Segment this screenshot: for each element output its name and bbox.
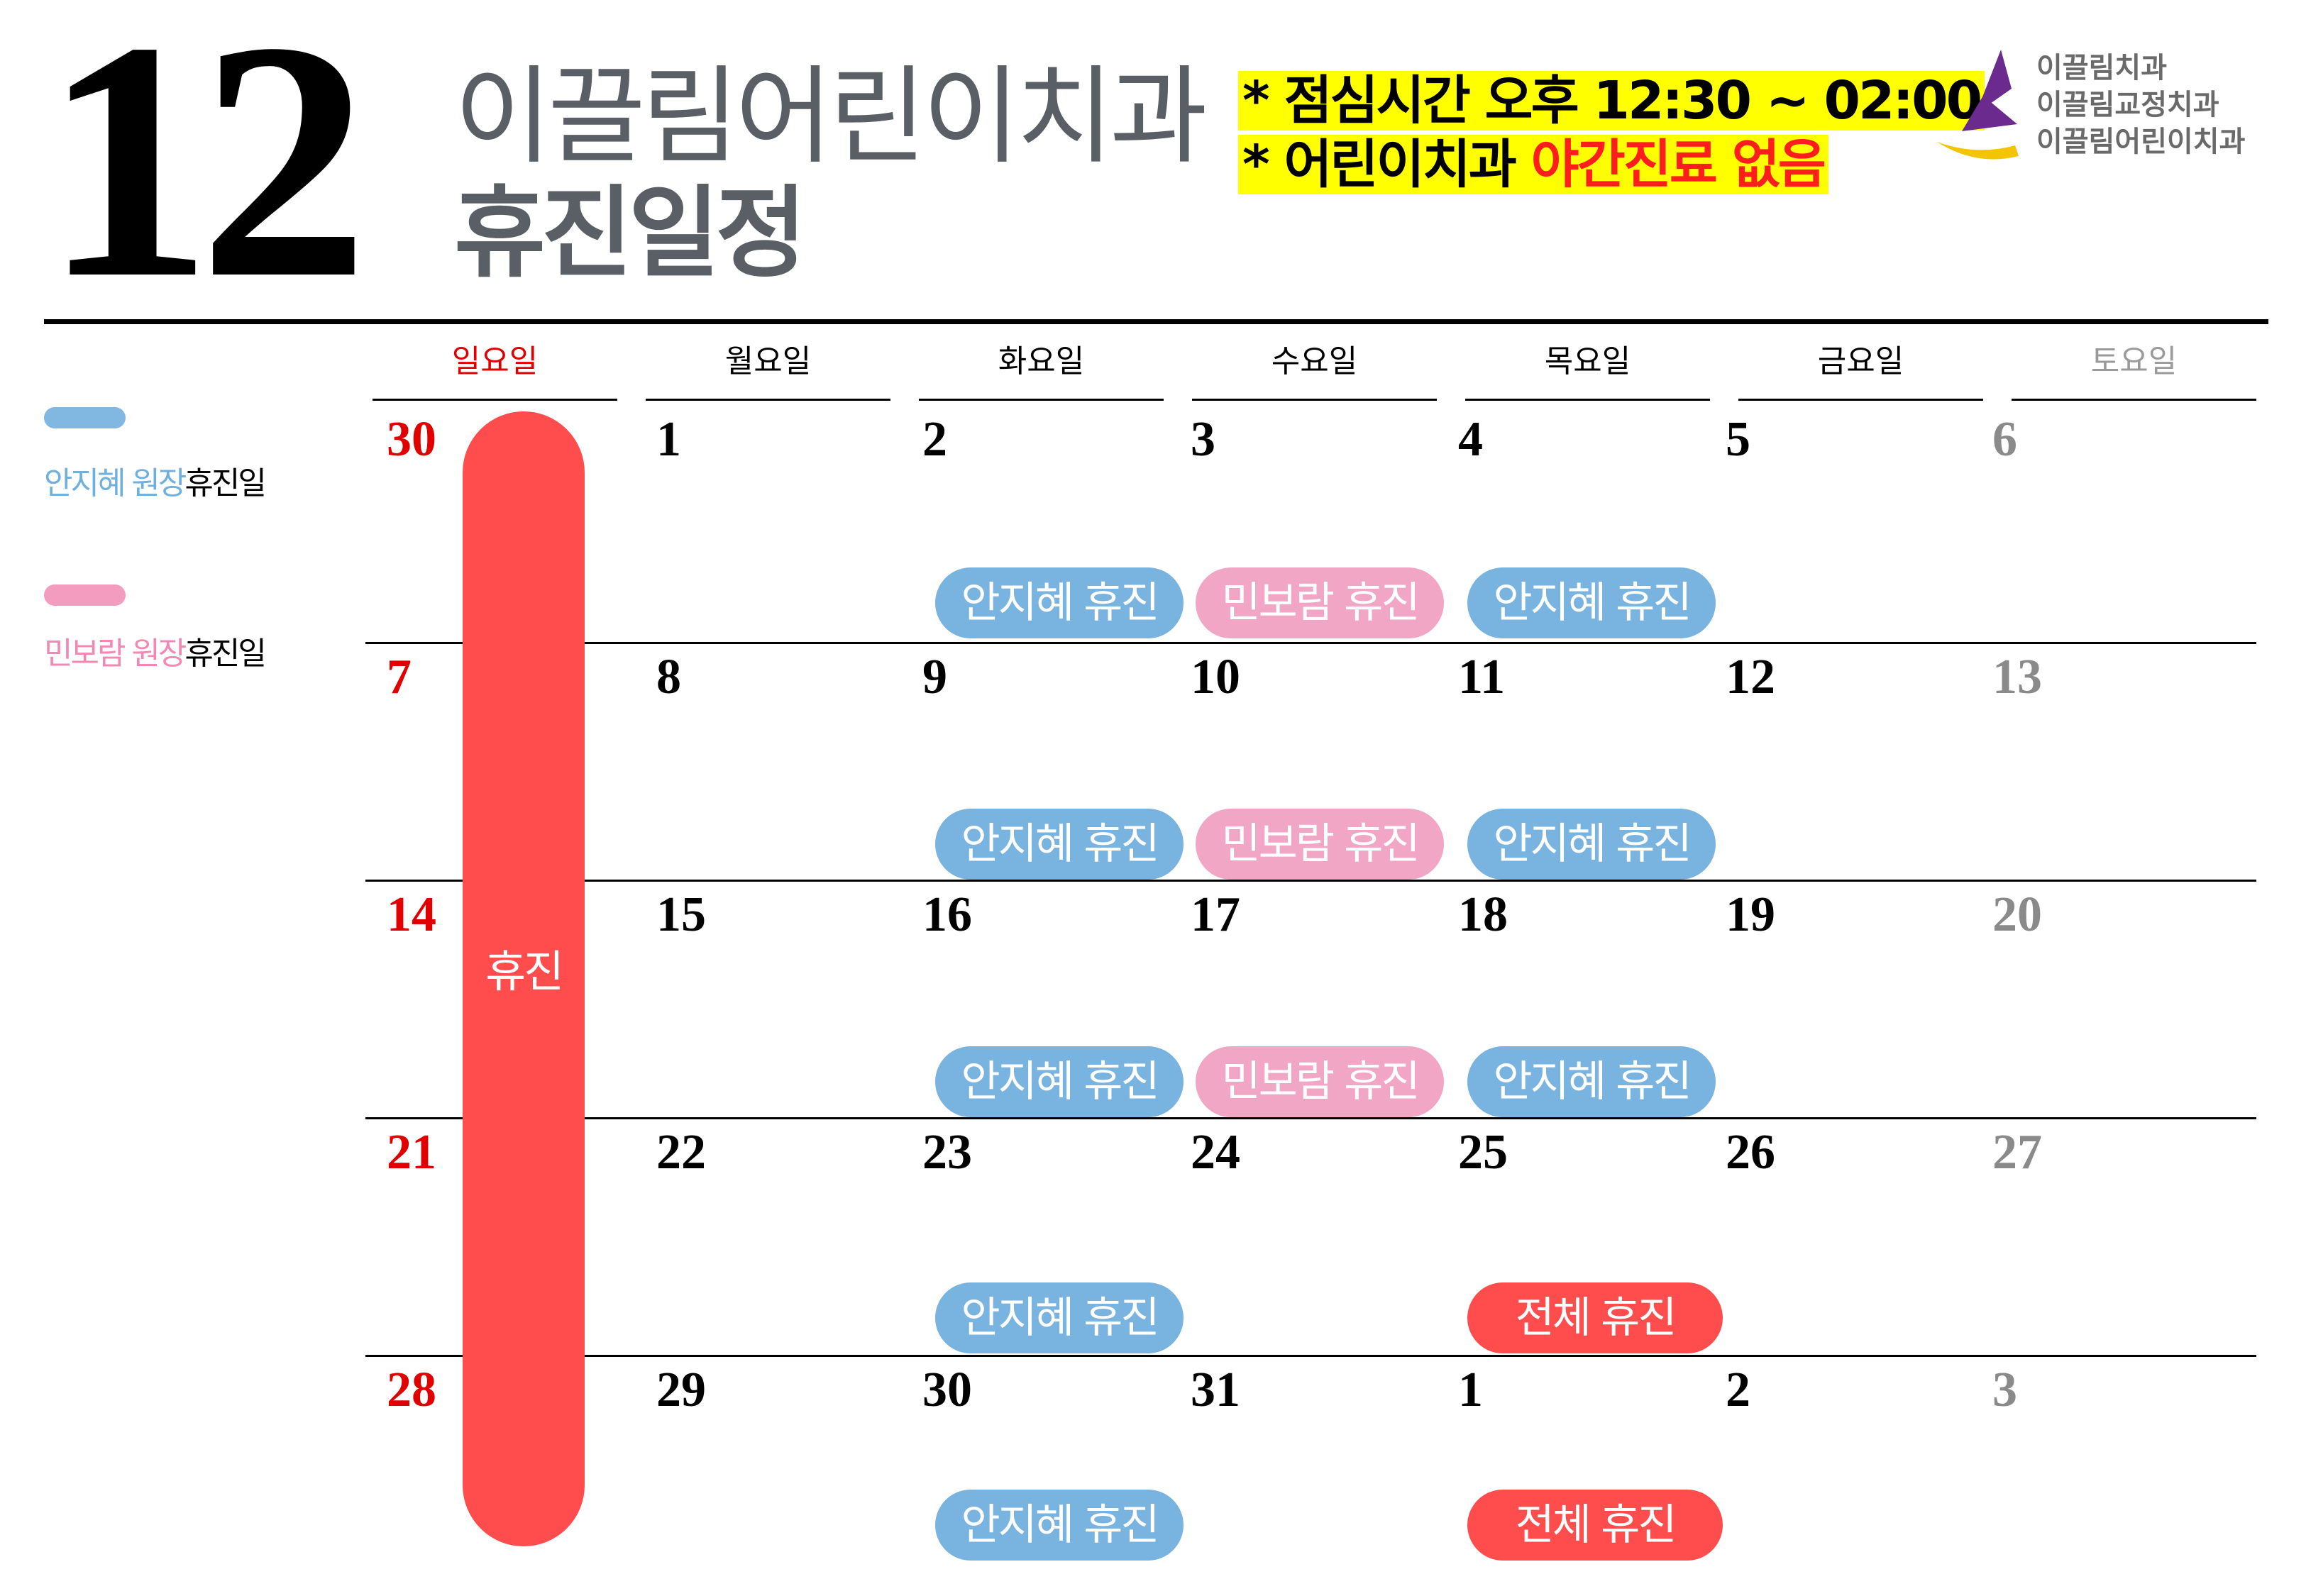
- calendar-date: 8: [656, 650, 681, 704]
- calendar-date: 2: [922, 412, 947, 467]
- calendar-date: 11: [1458, 650, 1506, 704]
- calendar-date: 29: [656, 1363, 706, 1417]
- closure-pill-red: 전체 휴진: [1467, 1282, 1723, 1353]
- weekday-header: 수요일: [1192, 344, 1437, 401]
- legend-doctor-name: 민보람 원장: [44, 636, 187, 672]
- calendar-date: 3: [1992, 1363, 2017, 1417]
- logo-name-1: 이끌림치과: [2036, 52, 2167, 84]
- closure-pill-pink: 민보람 휴진: [1196, 1046, 1444, 1117]
- calendar-date: 14: [387, 887, 436, 942]
- weekday-header: 화요일: [919, 344, 1164, 401]
- calendar-date: 15: [656, 887, 706, 942]
- calendar-date: 6: [1992, 412, 2017, 467]
- closure-pill-blue: 안지혜 휴진: [935, 567, 1184, 638]
- week-divider: [365, 880, 2256, 882]
- legend-suffix: 휴진일: [184, 636, 266, 672]
- legend-suffix: 휴진일: [184, 465, 266, 501]
- weekday-header: 금요일: [1738, 344, 1983, 401]
- weekday-header: 월요일: [646, 344, 890, 401]
- sunday-closed-label: 휴진: [485, 946, 564, 997]
- calendar-date: 2: [1726, 1363, 1750, 1417]
- night-notice-highlight: 야간진료 없음: [1530, 134, 1826, 195]
- closure-pill-blue: 안지혜 휴진: [935, 1046, 1184, 1117]
- night-clinic-notice: * 어린이치과 야간진료 없음: [1238, 135, 1828, 194]
- clinic-logo-icon: [1937, 50, 2019, 160]
- legend-swatch-min: [44, 584, 126, 606]
- closure-pill-red: 전체 휴진: [1467, 1490, 1723, 1561]
- page-title: 휴진일정: [454, 176, 807, 292]
- calendar-date: 9: [922, 650, 947, 704]
- calendar-date: 24: [1191, 1125, 1240, 1180]
- legend-swatch-ahn: [44, 407, 126, 428]
- lunch-hours-notice: * 점심시간 오후 12:30 ~ 02:00: [1238, 71, 1985, 131]
- sunday-closed-bar: [463, 411, 585, 1546]
- logo-name-2: 이끌림교정치과: [2036, 89, 2219, 121]
- closure-pill-pink: 민보람 휴진: [1196, 567, 1444, 638]
- closure-pill-blue: 안지혜 휴진: [1467, 809, 1716, 880]
- calendar-date: 7: [387, 650, 412, 704]
- calendar-date: 10: [1191, 650, 1240, 704]
- calendar-date: 25: [1458, 1125, 1508, 1180]
- weekday-header: 토요일: [2012, 344, 2256, 401]
- legend-label-min: 민보람 원장휴진일: [44, 628, 267, 673]
- calendar-date: 18: [1458, 887, 1508, 942]
- calendar-date: 27: [1992, 1125, 2042, 1180]
- closure-pill-blue: 안지혜 휴진: [1467, 1046, 1716, 1117]
- night-notice-prefix: * 어린이치과: [1242, 134, 1531, 195]
- closure-pill-blue: 안지혜 휴진: [935, 1282, 1184, 1353]
- clinic-name: 이끌림어린이치과: [454, 55, 1208, 179]
- legend-label-ahn: 안지혜 원장휴진일: [44, 458, 267, 503]
- calendar-date: 28: [387, 1363, 436, 1417]
- month-number: 12: [43, 0, 369, 348]
- week-divider: [365, 1355, 2256, 1357]
- closure-pill-pink: 민보람 휴진: [1196, 809, 1444, 880]
- calendar-date: 17: [1191, 887, 1240, 942]
- calendar-date: 3: [1191, 412, 1215, 467]
- weekday-header: 일요일: [373, 344, 617, 401]
- calendar-date: 16: [922, 887, 972, 942]
- logo-name-3: 이끌림어린이치과: [2036, 126, 2246, 158]
- calendar-date: 19: [1726, 887, 1775, 942]
- closure-pill-blue: 안지혜 휴진: [1467, 567, 1716, 638]
- calendar-date: 1: [656, 412, 681, 467]
- calendar-date: 13: [1992, 650, 2042, 704]
- calendar-date: 1: [1458, 1363, 1483, 1417]
- calendar-date: 30: [922, 1363, 972, 1417]
- week-divider: [365, 642, 2256, 644]
- calendar-date: 21: [387, 1125, 436, 1180]
- calendar-date: 4: [1458, 412, 1483, 467]
- calendar-date: 20: [1992, 887, 2042, 942]
- calendar-date: 5: [1726, 412, 1750, 467]
- calendar-date: 31: [1191, 1363, 1240, 1417]
- closure-pill-blue: 안지혜 휴진: [935, 809, 1184, 880]
- week-divider: [365, 1117, 2256, 1119]
- calendar-date: 22: [656, 1125, 706, 1180]
- weekday-header: 목요일: [1465, 344, 1710, 401]
- legend-doctor-name: 안지혜 원장: [44, 465, 187, 501]
- closure-pill-blue: 안지혜 휴진: [935, 1490, 1184, 1561]
- header-divider: [44, 319, 2268, 324]
- calendar-date: 26: [1726, 1125, 1775, 1180]
- logo-clinic-names: 이끌림치과 이끌림교정치과 이끌림어린이치과: [2036, 50, 2245, 160]
- calendar-date: 23: [922, 1125, 972, 1180]
- calendar-date: 12: [1726, 650, 1775, 704]
- calendar-date: 30: [387, 412, 436, 467]
